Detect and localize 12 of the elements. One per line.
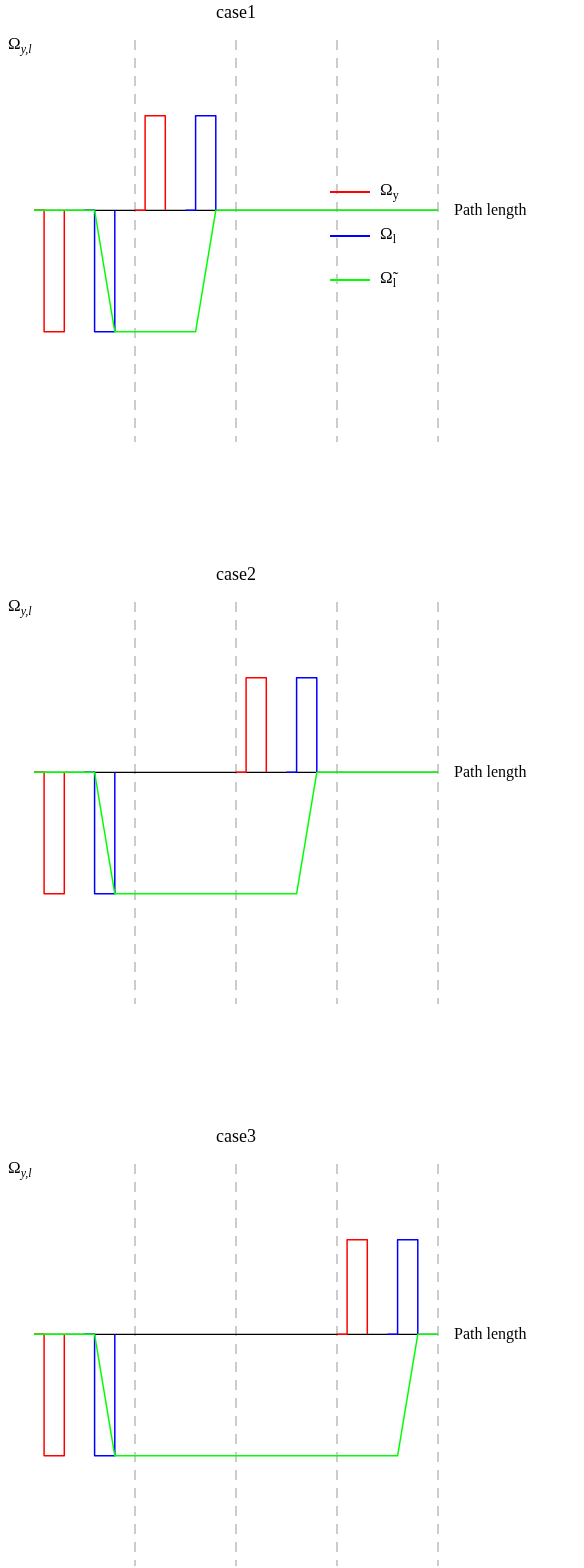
chart-title: case3 <box>215 1126 257 1147</box>
chart-title: case2 <box>215 564 257 585</box>
y-axis-title: Ω$_{y,l}$ <box>8 596 32 620</box>
legend-label: Ω$_{y}$ <box>380 180 399 204</box>
chart-title: case1 <box>215 2 257 23</box>
x-axis-title: Path length <box>454 762 527 781</box>
x-axis-title: Path length <box>454 200 527 219</box>
legend-label: Ω̃$_{l}$ <box>380 268 396 292</box>
x-axis-title: Path length <box>454 1324 527 1343</box>
y-axis-title: Ω$_{y,l}$ <box>8 1158 32 1182</box>
y-axis-title: Ω$_{y,l}$ <box>8 34 32 58</box>
legend-label: Ω$_{l}$ <box>380 224 396 248</box>
